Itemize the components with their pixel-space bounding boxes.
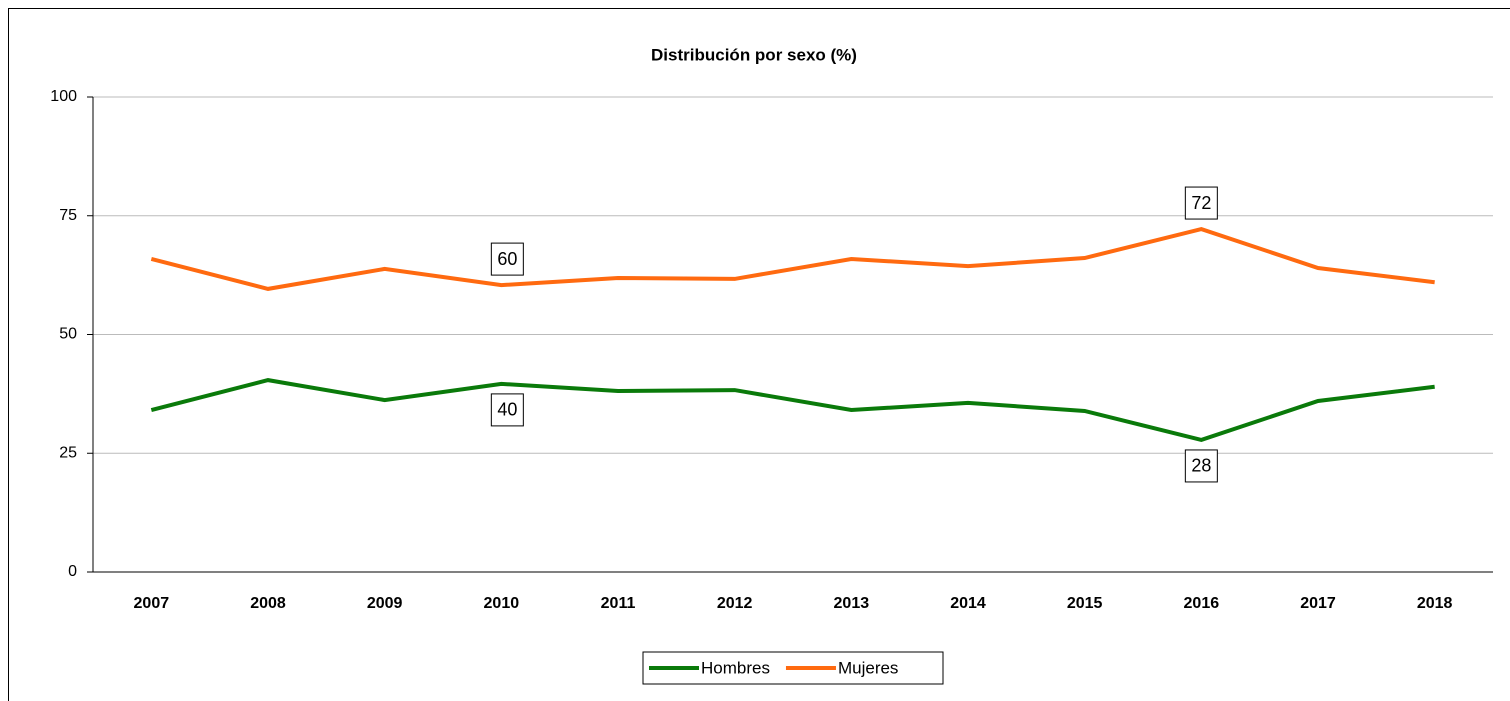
data-label: 28 bbox=[1191, 456, 1211, 476]
chart-frame bbox=[8, 8, 1510, 701]
data-label-box bbox=[490, 242, 524, 276]
data-label: 40 bbox=[497, 400, 517, 420]
legend-label: Hombres bbox=[701, 658, 770, 677]
x-tick-label: 2013 bbox=[834, 595, 870, 612]
x-tick-label: 2008 bbox=[250, 595, 286, 612]
y-tick-label: 25 bbox=[59, 444, 77, 461]
x-tick-label: 2011 bbox=[601, 595, 636, 612]
x-tick-label: 2015 bbox=[1067, 595, 1103, 612]
y-tick-label: 75 bbox=[59, 207, 77, 224]
line-series bbox=[150, 226, 1435, 291]
x-tick-label: 2009 bbox=[367, 595, 403, 612]
data-label-box bbox=[1184, 449, 1218, 483]
x-tick-label: 2014 bbox=[950, 595, 986, 612]
y-tick-label: 50 bbox=[59, 326, 77, 343]
data-label-box bbox=[1184, 186, 1218, 220]
x-tick-label: 2018 bbox=[1417, 595, 1453, 612]
x-tick-label: 2007 bbox=[134, 595, 170, 612]
y-tick-label: 0 bbox=[68, 563, 77, 580]
data-label: 72 bbox=[1191, 193, 1211, 213]
chart-title: Distribución por sexo (%) bbox=[651, 45, 857, 64]
x-tick-label: 2017 bbox=[1300, 595, 1336, 612]
legend-label: Mujeres bbox=[838, 658, 898, 677]
x-tick-label: 2010 bbox=[484, 595, 520, 612]
y-tick-label: 100 bbox=[50, 88, 77, 105]
data-label-box bbox=[490, 393, 524, 427]
line-series bbox=[150, 378, 1435, 443]
data-label: 60 bbox=[497, 249, 517, 269]
x-tick-label: 2016 bbox=[1184, 595, 1220, 612]
x-tick-label: 2012 bbox=[717, 595, 753, 612]
